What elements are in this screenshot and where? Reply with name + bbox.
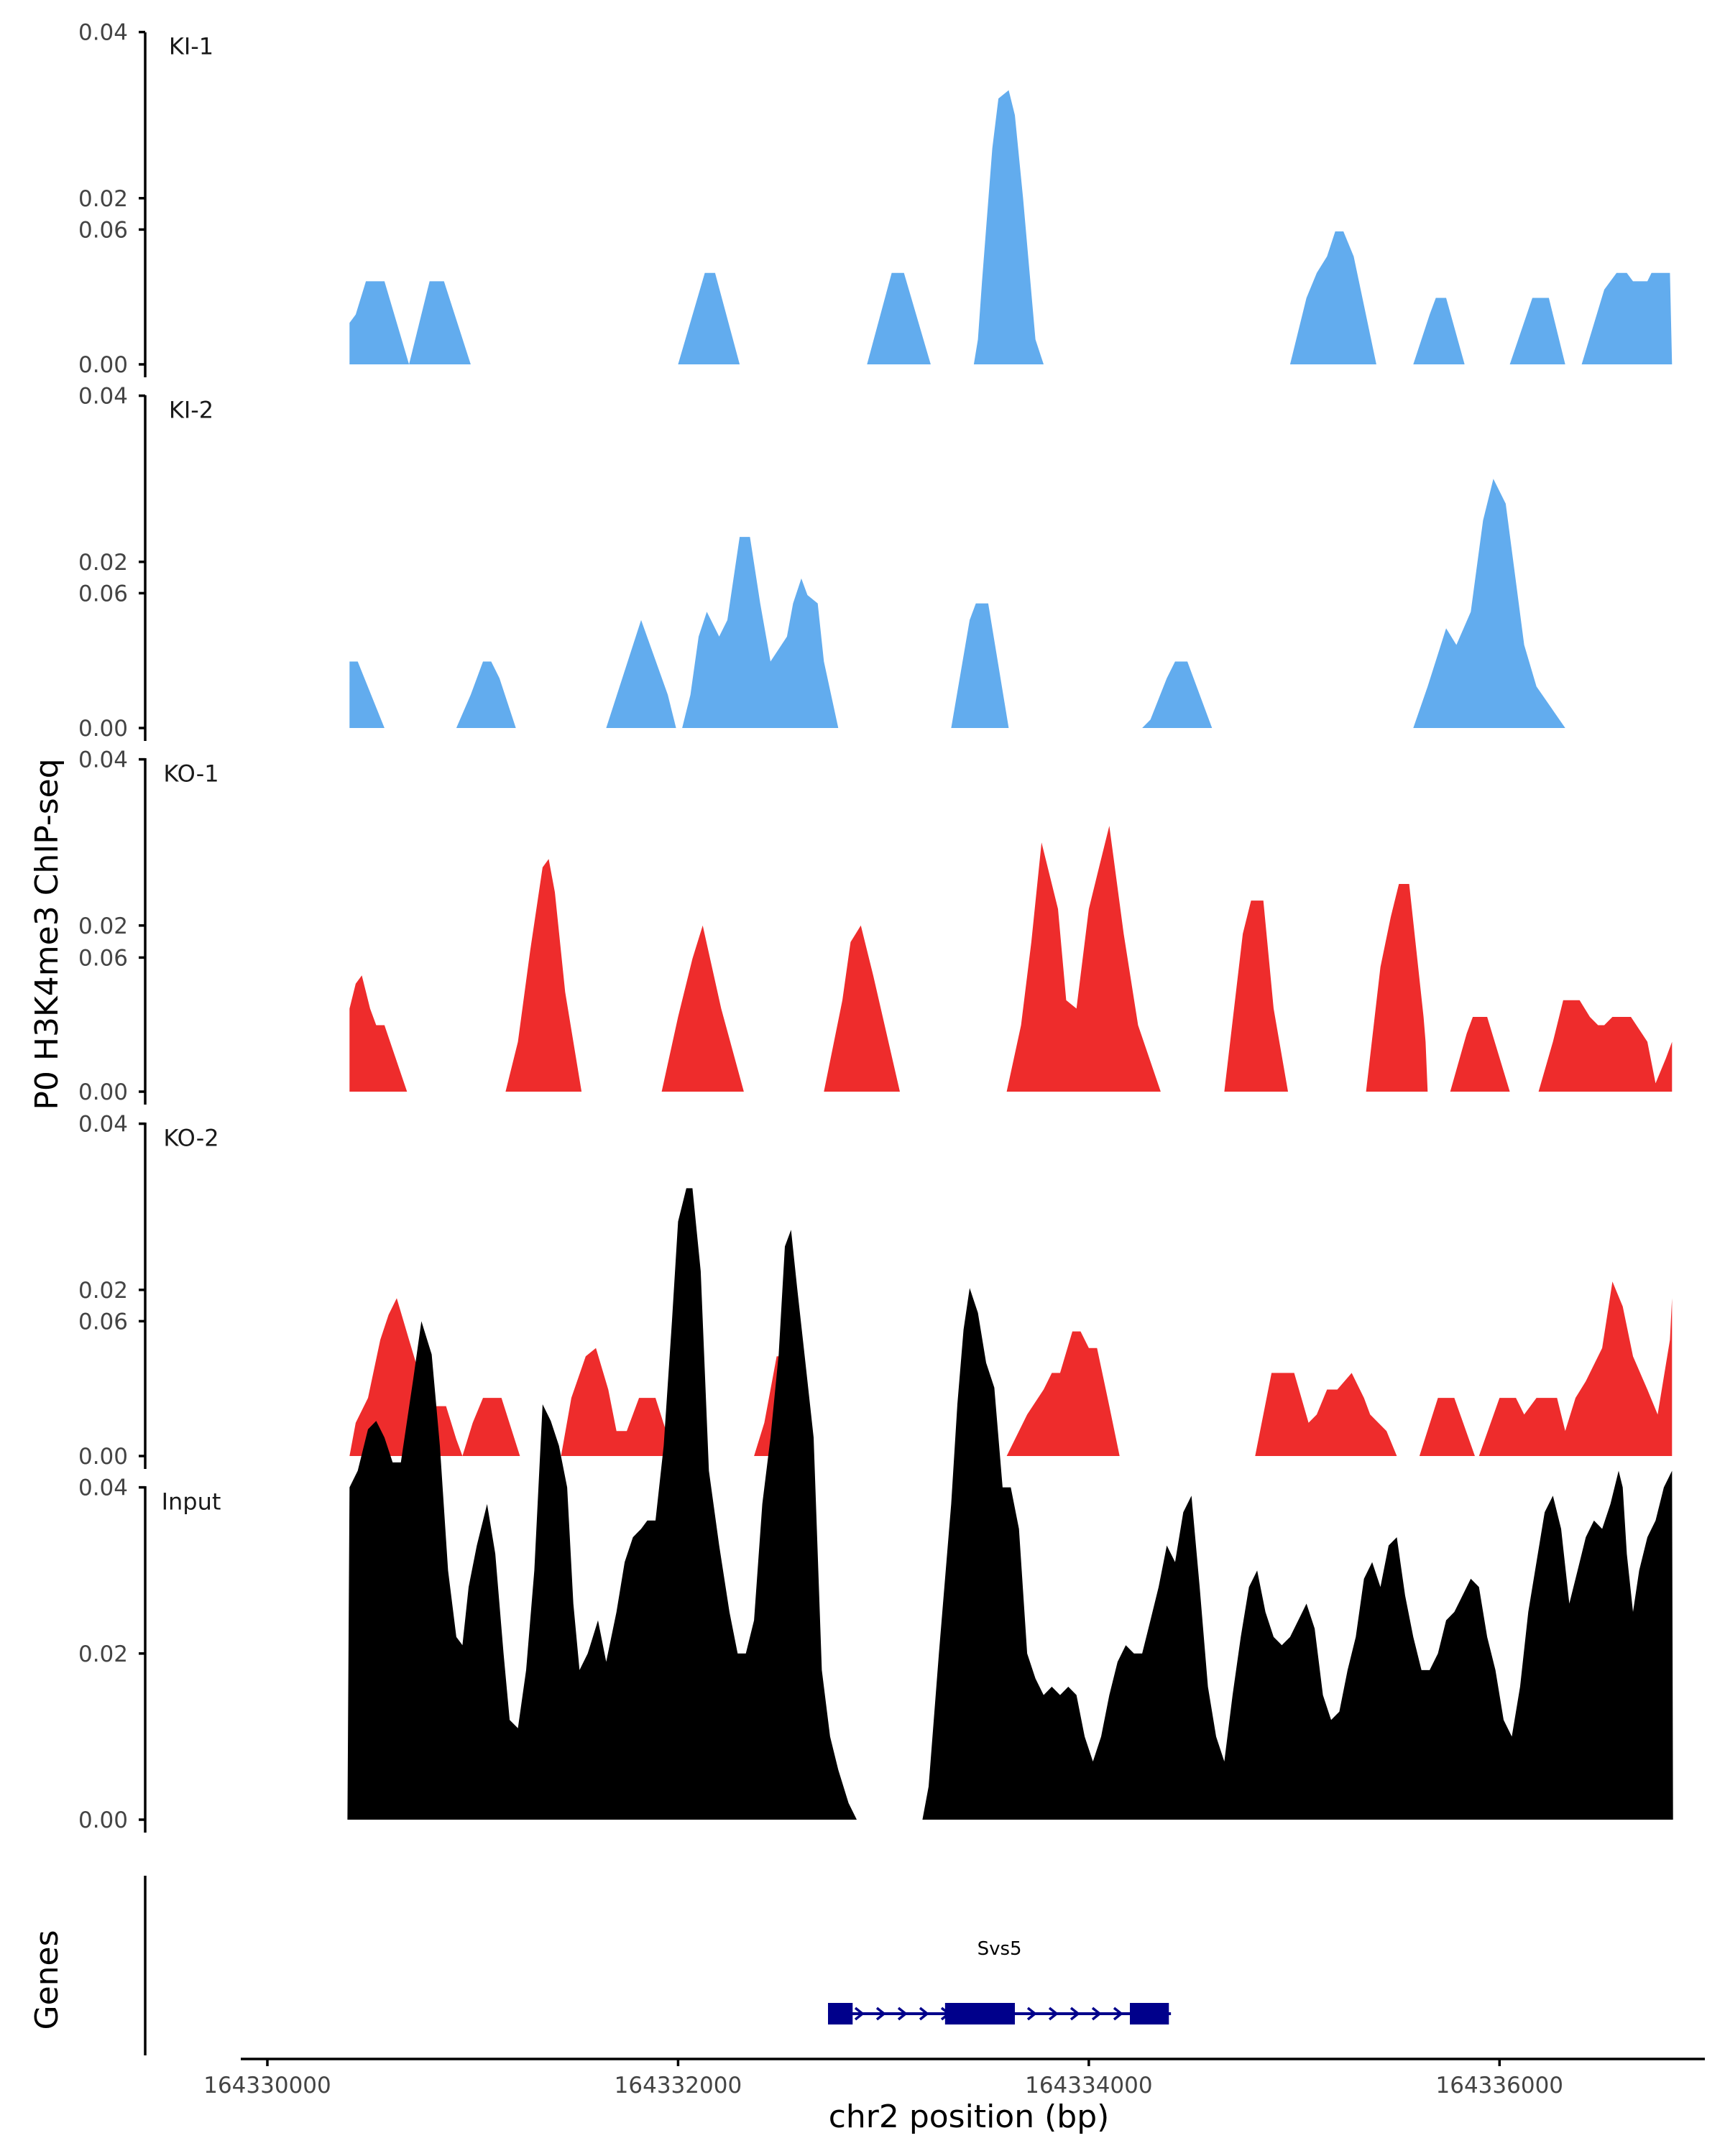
strand-arrow [1091, 2007, 1102, 2021]
coverage-peak [1006, 1331, 1120, 1456]
coverage-peak [1413, 479, 1565, 728]
y-tick-label: 0.06 [78, 581, 128, 607]
y-tick-label: 0.02 [78, 1278, 128, 1304]
coverage-peak [824, 925, 900, 1092]
coverage-peak [1509, 298, 1565, 364]
strand-arrow [897, 2007, 908, 2021]
track-label: KO-2 [163, 1125, 218, 1152]
strand-arrow [854, 2007, 865, 2021]
x-axis-title: chr2 position (bp) [829, 2099, 1110, 2135]
coverage-peak [456, 661, 516, 728]
y-tick-label: 0.02 [78, 1641, 128, 1667]
coverage-tracks: 0.00 0.02 0.04 0.06 KI-1 0.00 0.02 0.04 0.06 KI-2… [78, 20, 1673, 1833]
x-tick-label: 164332000 [615, 2073, 742, 2099]
y-tick-label: 0.06 [78, 217, 128, 243]
coverage-peak [1413, 298, 1465, 364]
coverage-peak [1366, 884, 1428, 1092]
coverage-peak [1450, 1017, 1510, 1092]
y-tick-label: 0.06 [78, 945, 128, 971]
coverage-peak [349, 975, 408, 1092]
y-tick-label: 0.06 [78, 1309, 128, 1335]
coverage-peak [1142, 661, 1213, 728]
coverage-peak [1006, 826, 1161, 1092]
track-input: 0.00 0.02 0.04 0.06 Input [78, 1188, 1673, 1833]
coverage-peak [1478, 1281, 1673, 1456]
coverage-peak [1538, 1000, 1673, 1092]
y-tick-label: 0.00 [78, 1807, 128, 1833]
coverage-peak [462, 1398, 520, 1456]
gene-track-title: Genes [29, 1930, 65, 2030]
y-tick-label: 0.00 [78, 1444, 128, 1470]
coverage-peak [682, 537, 839, 728]
strand-arrow [919, 2007, 929, 2021]
coverage-peak [973, 90, 1044, 364]
y-tick-label: 0.00 [78, 1079, 128, 1105]
y-tick-label: 0.04 [78, 1475, 128, 1501]
track-label: KO-1 [163, 760, 218, 788]
x-tick-label: 164336000 [1436, 2073, 1564, 2099]
coverage-peak [1419, 1398, 1475, 1456]
coverage-peak [505, 859, 582, 1092]
y-tick-label: 0.00 [78, 352, 128, 378]
coverage-peak [349, 281, 410, 364]
gene-exon [944, 2003, 1015, 2024]
gene-exon [1130, 2003, 1169, 2024]
track-label: KI-2 [169, 397, 213, 424]
y-tick-label: 0.04 [78, 1112, 128, 1138]
coverage-peak [606, 619, 676, 728]
coverage-peak [922, 1288, 1673, 1820]
x-tick-label: 164330000 [203, 2073, 331, 2099]
strand-arrow [875, 2007, 886, 2021]
strand-arrow [1113, 2007, 1123, 2021]
track-label: KI-1 [169, 33, 213, 60]
x-axis: 164330000 164332000 164334000 164336000 [203, 2058, 1705, 2099]
strand-arrow [1070, 2007, 1080, 2021]
coverage-peak [1289, 231, 1376, 364]
coverage-peak [561, 1348, 674, 1456]
y-tick-label: 0.02 [78, 913, 128, 939]
gene-name-label: Svs5 [978, 1938, 1022, 1960]
coverage-peak [678, 272, 740, 364]
y-tick-label: 0.02 [78, 550, 128, 576]
x-tick-label: 164334000 [1025, 2073, 1153, 2099]
y-tick-label: 0.02 [78, 186, 128, 212]
strand-arrow [1048, 2007, 1059, 2021]
track-label: Input [162, 1488, 221, 1516]
strand-arrow [1026, 2007, 1037, 2021]
coverage-peak [1581, 272, 1673, 364]
y-tick-label: 0.04 [78, 747, 128, 773]
y-tick-label: 0.04 [78, 20, 128, 46]
track-ki-1: 0.00 0.02 0.04 0.06 KI-1 [78, 20, 1673, 378]
coverage-peak [1255, 1373, 1397, 1456]
gene-track: Genes Svs5 [29, 1876, 1172, 2055]
track-ko-1: 0.00 0.02 0.04 0.06 KO-1 [78, 581, 1673, 1105]
y-tick-label: 0.04 [78, 384, 128, 410]
gene-exon [828, 2003, 853, 2024]
coverage-peak [1224, 900, 1288, 1092]
track-ki-2: 0.00 0.02 0.04 0.06 KI-2 [78, 217, 1565, 742]
y-axis-title: P0 H3K4me3 ChIP-seq [29, 758, 65, 1110]
coverage-peak [867, 272, 931, 364]
coverage-peak [347, 1188, 857, 1820]
coverage-peak [661, 925, 744, 1092]
coverage-peak [349, 661, 385, 728]
y-tick-label: 0.00 [78, 716, 128, 742]
coverage-peak [409, 281, 471, 364]
coverage-peak [951, 603, 1009, 728]
